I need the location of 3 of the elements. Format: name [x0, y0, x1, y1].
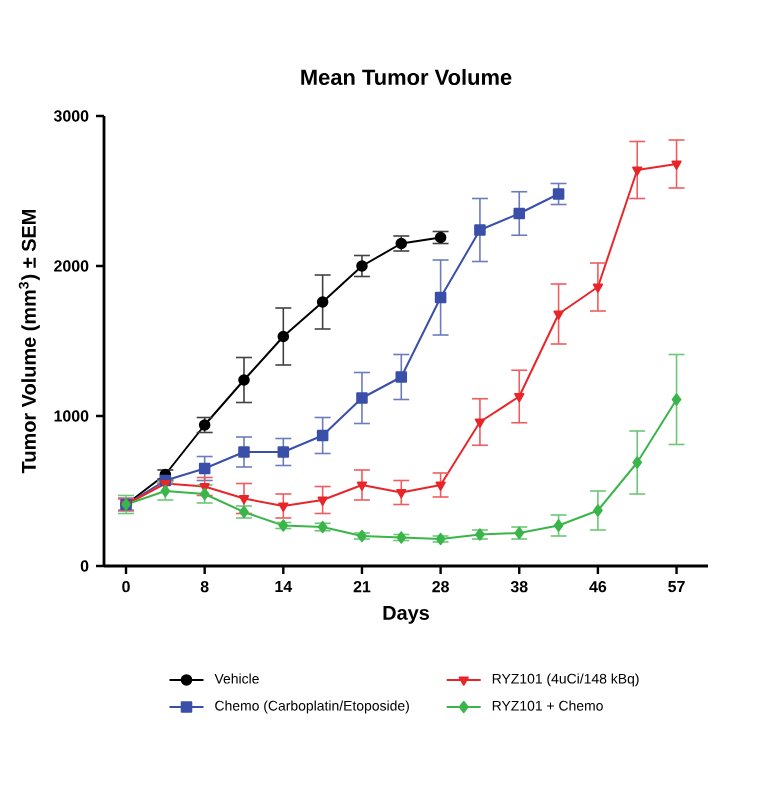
chart-title: Mean Tumor Volume — [301, 68, 512, 86]
x-axis-title: Days — [383, 605, 430, 624]
y-axis-title: Tumor Volume (mm$^{3}$) ± SEM — [18, 209, 40, 474]
